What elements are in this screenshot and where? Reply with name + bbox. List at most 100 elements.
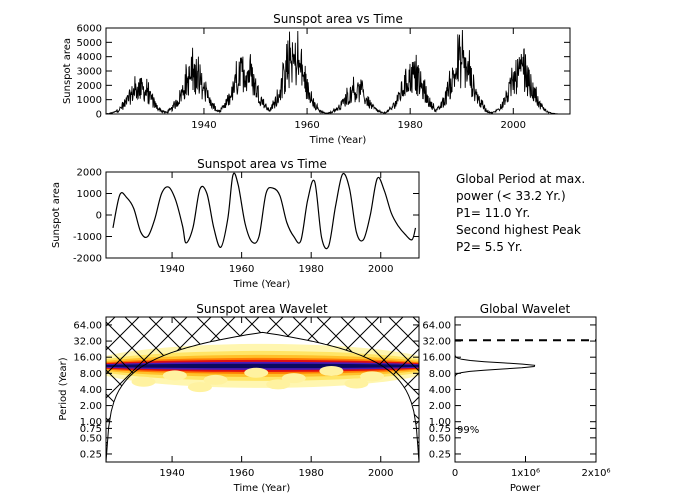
top-panel-y-tick-label: 3000 [77,67,102,78]
global-wavelet-y-tick-label: 2.00 [429,401,451,412]
middle-panel-axes-frame [105,171,420,259]
global-wavelet-x-tick-label: 2x10⁶ [581,468,610,479]
global-wavelet-y-tick-labels: 0.25 0.500.751.00 2.00 4.00 8.00 16.00 32.00 64… [422,320,451,460]
wavelet-panel-y-tick-label: 16.00 [73,353,102,364]
middle-panel-y-tick-label: 0 [96,211,102,222]
global-wavelet-y-tick-label: 4.00 [429,385,451,396]
top-panel-ylabel: Sunspot area [62,38,73,104]
middle-panel-xlabel: Time (Year) [233,279,291,290]
top-panel-y-tick-label: 2000 [77,81,102,92]
middle-panel-y-tick-label: 2000 [77,168,102,179]
annotation-line-2: power (< 33.2 Yr.) [456,189,566,203]
top-panel-x-tick-label: 1940 [191,120,216,131]
wavelet-panel-x-tick-label: 1960 [229,468,254,479]
annotation-line-4: Second highest Peak [456,223,581,237]
wavelet-power-blob [319,365,344,376]
top-panel-xlabel: Time (Year) [309,135,367,146]
middle-panel-x-tick-labels: 1940 1960 1980 2000 [159,264,393,275]
wavelet-power-blob [344,378,369,389]
significance-label: 99% [457,425,479,436]
global-wavelet-x-tick-label: 0 [452,468,458,479]
global-wavelet-tick-marks [454,324,597,462]
top-panel-series-line [106,29,570,114]
wavelet-panel-y-tick-label: 4.00 [80,385,102,396]
wavelet-power-blob [203,374,228,385]
wavelet-power-blob [266,379,291,390]
global-wavelet-curve [454,317,536,462]
global-wavelet-y-tick-label: 64.00 [422,320,451,331]
middle-panel-x-tick-label: 1940 [159,264,184,275]
top-panel-tick-marks [106,27,570,115]
wavelet-power-blob [360,371,385,382]
wavelet-panel-y-tick-label: 0.75 [80,424,102,435]
top-panel-y-tick-labels: 0 1000 2000 3000 4000 5000 6000 [77,24,102,121]
period-annotation: Global Period at max. power (< 33.2 Yr.)… [456,171,696,256]
wavelet-panel-tick-marks [106,317,419,462]
top-panel-x-tick-labels: 1940 1960 1980 2000 [191,120,526,131]
global-wavelet-y-tick-label: 1.00 [429,417,451,428]
global-wavelet-panel: Global Wavelet Power 0.25 0.500.751.00 2.0… [422,302,610,494]
wavelet-panel-y-tick-label: 2.00 [80,401,102,412]
top-panel-axes-frame [105,27,571,115]
global-wavelet-axes-frame [454,316,597,463]
wavelet-panel-x-tick-label: 1940 [159,468,184,479]
wavelet-panel-x-tick-labels: 1940 1960 1980 2000 [159,468,393,479]
wavelet-panel-xlabel: Time (Year) [233,483,291,494]
wavelet-power-blob [131,376,156,387]
annotation-line-5: P2= 5.5 Yr. [456,240,523,254]
middle-panel-x-tick-label: 2000 [368,264,393,275]
middle-panel-y-tick-label: -2000 [73,254,102,265]
wavelet-panel-title: Sunspot area Wavelet [196,302,328,316]
global-wavelet-x-tick-label: 1x10⁶ [511,468,540,479]
wavelet-panel-y-tick-label: 1.00 [80,417,102,428]
wavelet-power-panel: Sunspot area Wavelet Time (Year) Period … [58,302,420,494]
middle-panel-ylabel: Sunspot area [51,182,62,248]
top-panel-y-tick-label: 1000 [77,95,102,106]
wavelet-panel-y-tick-label: 0.25 [80,449,102,460]
middle-panel-x-tick-label: 1980 [298,264,323,275]
wavelet-power-blob [187,382,212,393]
wavelet-power-layer [106,363,419,369]
top-panel-x-tick-label: 2000 [501,120,526,131]
wavelet-power-heatmap [106,343,419,393]
global-wavelet-xlabel: Power [510,483,541,494]
middle-panel-title: Sunspot area vs Time [197,157,327,171]
global-wavelet-y-tick-label: 0.75 [429,424,451,435]
top-panel-y-tick-label: 0 [96,110,102,121]
middle-panel-series-line [112,172,417,250]
wavelet-power-blob [162,370,187,381]
wavelet-power-blob [244,367,269,378]
top-panel-x-tick-label: 1980 [397,120,422,131]
wavelet-panel-ylabel: Period (Year) [58,357,69,420]
top-panel-title: Sunspot area vs Time [273,12,403,26]
middle-panel-y-tick-label: -1000 [73,232,102,243]
top-panel-y-tick-label: 5000 [77,38,102,49]
sunspot-area-middle-panel: Sunspot area vs Time Time (Year) Sunspot… [51,157,420,290]
global-wavelet-y-tick-label: 0.50 [429,433,451,444]
wavelet-panel-y-tick-label: 8.00 [80,369,102,380]
wavelet-panel-y-tick-label: 0.50 [80,433,102,444]
annotation-line-1: Global Period at max. [456,172,586,186]
middle-panel-y-tick-labels: -2000 -1000 0 1000 2000 [73,168,102,265]
global-wavelet-title: Global Wavelet [480,302,571,316]
top-panel-y-tick-label: 6000 [77,24,102,35]
global-wavelet-y-tick-label: 0.25 [429,449,451,460]
middle-panel-y-tick-label: 1000 [77,189,102,200]
global-wavelet-y-tick-label: 16.00 [422,353,451,364]
wavelet-panel-y-tick-labels: 0.25 0.500.751.00 2.00 4.00 8.00 16.00 32.00 64… [73,320,102,460]
annotation-line-3: P1= 11.0 Yr. [456,206,531,220]
global-wavelet-y-tick-label: 32.00 [422,337,451,348]
wavelet-panel-axes-frame [105,316,420,463]
wavelet-power-blob [281,373,306,384]
top-panel-x-tick-label: 1960 [294,120,319,131]
wavelet-panel-y-tick-label: 32.00 [73,337,102,348]
global-wavelet-y-tick-label: 8.00 [429,369,451,380]
top-panel-y-tick-label: 4000 [77,52,102,63]
middle-panel-x-tick-label: 1960 [229,264,254,275]
wavelet-panel-x-tick-label: 1980 [298,468,323,479]
wavelet-panel-x-tick-label: 2000 [368,468,393,479]
cone-of-influence-hatch [106,317,419,462]
wavelet-panel-y-tick-label: 64.00 [73,320,102,331]
sunspot-area-top-panel: Sunspot area vs Time Time (Year) Sunspot… [62,12,571,146]
